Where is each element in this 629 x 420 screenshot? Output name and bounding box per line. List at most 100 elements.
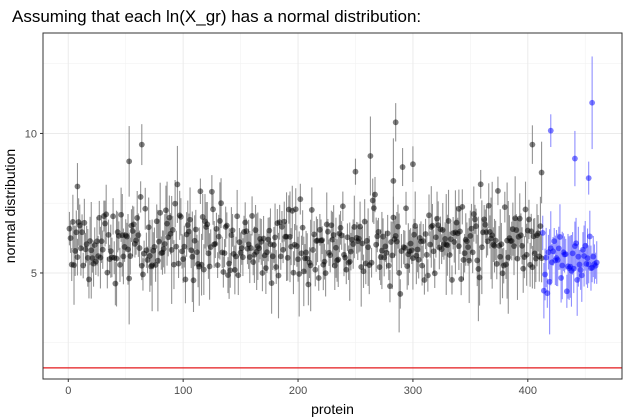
- data-point: [179, 248, 185, 255]
- data-point: [229, 227, 236, 234]
- data-point: [226, 260, 233, 267]
- data-point: [408, 247, 415, 254]
- data-point-blue: [589, 99, 596, 106]
- data-point: [325, 228, 331, 235]
- data-point: [390, 177, 397, 184]
- data-point: [234, 213, 241, 220]
- grid-lines: [43, 33, 622, 379]
- data-point: [243, 228, 250, 235]
- data-point: [460, 256, 467, 263]
- data-point: [497, 253, 504, 260]
- data-point: [376, 264, 383, 271]
- data-point: [338, 232, 345, 239]
- data-point: [269, 253, 276, 260]
- data-point: [296, 271, 303, 277]
- data-point: [431, 270, 438, 277]
- plot-border: [42, 32, 623, 380]
- data-point: [396, 270, 403, 276]
- data-point: [72, 248, 79, 254]
- data-point: [412, 223, 419, 229]
- data-point: [246, 254, 253, 260]
- data-point: [164, 220, 170, 227]
- data-point: [228, 232, 235, 238]
- data-point-blue: [575, 253, 582, 260]
- data-point: [358, 264, 365, 270]
- data-point: [185, 228, 192, 235]
- data-point: [146, 253, 153, 259]
- data-point-blue: [554, 257, 561, 263]
- y-tick-label: 10: [25, 128, 37, 140]
- data-point: [284, 254, 291, 261]
- data-point: [99, 246, 106, 253]
- data-point: [213, 225, 220, 232]
- data-point: [69, 219, 76, 225]
- data-point: [156, 238, 162, 245]
- data-point-blue: [559, 262, 566, 269]
- data-point: [200, 266, 207, 273]
- data-point-blue: [539, 230, 546, 236]
- data-point: [305, 281, 312, 288]
- data-point: [260, 235, 267, 242]
- data-point-blue: [584, 255, 591, 262]
- data-point: [519, 242, 525, 249]
- data-point: [360, 268, 367, 275]
- data-point: [127, 253, 134, 259]
- data-point: [523, 251, 530, 258]
- data-point: [191, 237, 198, 244]
- data-point: [423, 251, 430, 258]
- data-point: [71, 262, 77, 269]
- data-point: [214, 262, 221, 269]
- data-point: [273, 264, 280, 270]
- data-point: [252, 227, 259, 234]
- data-point: [315, 275, 322, 281]
- data-point: [439, 227, 446, 233]
- data-point: [220, 269, 227, 275]
- data-point: [477, 181, 484, 188]
- data-point: [174, 181, 181, 188]
- data-point: [344, 234, 351, 241]
- data-point: [411, 231, 417, 238]
- data-point: [512, 215, 519, 222]
- data-point: [81, 219, 88, 226]
- data-point: [266, 227, 273, 234]
- data-point-blue: [577, 267, 584, 273]
- data-point: [514, 255, 521, 262]
- data-point: [112, 280, 119, 287]
- data-point: [123, 233, 130, 240]
- data-point: [359, 240, 366, 247]
- x-tick-label: 300: [404, 385, 422, 397]
- data-point: [393, 238, 400, 245]
- data-point: [466, 257, 473, 264]
- data-point: [181, 243, 188, 250]
- data-point: [153, 218, 160, 225]
- data-point: [374, 233, 381, 240]
- data-point: [312, 266, 319, 273]
- data-point: [455, 205, 462, 212]
- data-point: [491, 242, 498, 249]
- data-point: [343, 266, 350, 273]
- data-point: [182, 276, 189, 283]
- data-point: [126, 158, 133, 165]
- data-point: [368, 259, 375, 266]
- data-point: [382, 243, 389, 250]
- data-point-blue: [547, 127, 554, 134]
- data-point: [389, 252, 396, 259]
- plot-panel: [43, 33, 622, 379]
- data-point: [259, 270, 266, 276]
- data-point: [79, 229, 85, 236]
- data-point: [321, 258, 328, 265]
- data-point: [520, 265, 527, 272]
- data-point: [239, 254, 246, 261]
- data-point: [308, 207, 315, 213]
- data-point: [92, 258, 99, 265]
- data-point: [518, 232, 524, 239]
- data-point: [130, 221, 137, 228]
- data-point: [335, 256, 342, 263]
- data-point: [84, 254, 91, 261]
- data-point: [375, 228, 382, 235]
- data-point-blue: [576, 261, 583, 268]
- data-point: [373, 241, 380, 248]
- data-point: [369, 197, 376, 204]
- data-point: [110, 213, 116, 220]
